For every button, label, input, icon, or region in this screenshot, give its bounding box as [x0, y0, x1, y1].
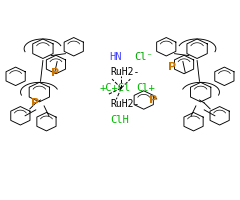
Text: P: P	[30, 98, 39, 108]
Text: P: P	[51, 68, 59, 78]
Text: RuH2-: RuH2-	[110, 67, 139, 77]
Text: RuH2-: RuH2-	[110, 99, 139, 109]
Text: ClH: ClH	[111, 115, 129, 125]
Text: +C+Cl: +C+Cl	[100, 83, 131, 93]
Text: Cl+: Cl+	[137, 83, 156, 93]
Text: HN: HN	[109, 52, 121, 62]
Text: P: P	[168, 62, 176, 72]
Text: P: P	[149, 95, 157, 105]
Text: Cl⁻: Cl⁻	[134, 52, 153, 62]
